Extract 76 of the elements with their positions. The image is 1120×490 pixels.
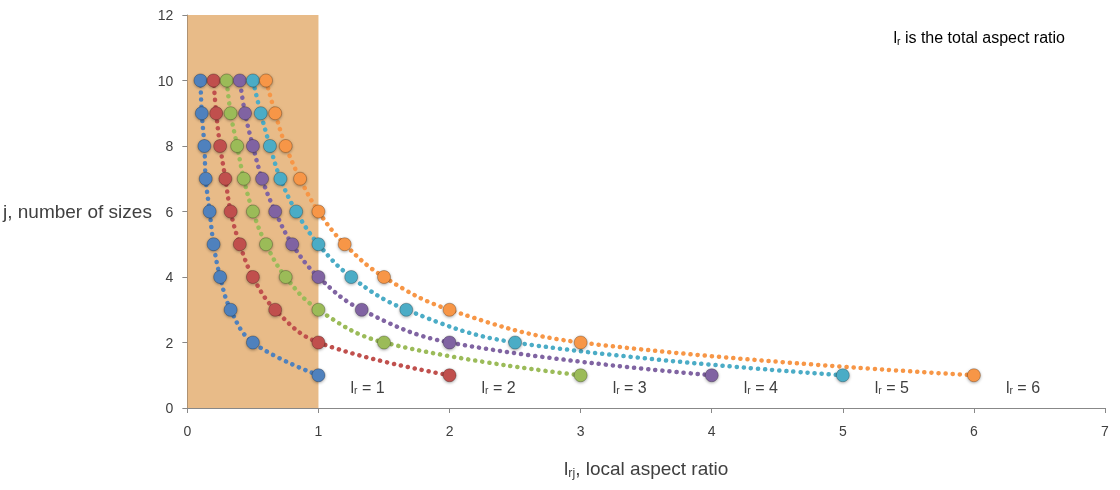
y-tick-label: 10 <box>157 72 174 89</box>
point <box>194 106 209 121</box>
x-tick-label: 2 <box>445 423 454 439</box>
point <box>236 171 251 186</box>
point <box>311 237 326 252</box>
point <box>377 270 391 284</box>
y-tick-label: 0 <box>165 400 174 416</box>
point <box>218 171 233 186</box>
x-tick-label: 0 <box>183 423 192 439</box>
point <box>209 106 224 121</box>
point <box>835 368 850 383</box>
point <box>213 139 228 153</box>
point <box>311 302 326 317</box>
point <box>245 335 260 350</box>
y-tick-label: 12 <box>157 7 174 23</box>
point <box>442 368 457 383</box>
point <box>273 171 288 186</box>
point <box>344 270 359 284</box>
point <box>399 302 414 317</box>
y-tick-label: 2 <box>165 334 174 351</box>
x-tick-label: 1 <box>314 423 323 439</box>
point <box>219 73 234 88</box>
point <box>262 139 277 153</box>
point <box>245 73 260 88</box>
point <box>377 335 391 350</box>
point <box>223 204 238 219</box>
point <box>311 368 326 383</box>
x-tick-label: 7 <box>1101 423 1110 439</box>
point <box>573 335 588 350</box>
y-tick-label: 4 <box>165 269 174 285</box>
point <box>268 106 283 121</box>
point <box>289 204 304 219</box>
point <box>198 171 213 186</box>
point <box>245 139 260 153</box>
point <box>285 237 300 252</box>
point <box>259 237 274 252</box>
x-tick-label: 3 <box>576 423 585 439</box>
point <box>508 335 523 350</box>
point <box>337 237 352 252</box>
point <box>197 139 212 153</box>
point <box>253 106 268 121</box>
point <box>193 73 208 88</box>
y-tick-label: 6 <box>165 203 174 220</box>
point <box>268 204 283 219</box>
point <box>238 106 253 121</box>
point <box>232 73 247 88</box>
point <box>202 204 217 219</box>
point <box>223 106 238 121</box>
point <box>223 302 238 317</box>
point <box>206 73 221 88</box>
point <box>255 171 270 186</box>
point <box>230 139 245 153</box>
point <box>245 270 260 284</box>
point <box>311 204 326 219</box>
point <box>232 237 247 252</box>
point <box>966 368 981 383</box>
point <box>354 302 369 317</box>
point <box>206 237 221 252</box>
y-axis-title: j, number of sizes <box>2 201 152 222</box>
point <box>213 270 228 284</box>
point <box>311 270 326 284</box>
point <box>573 368 588 383</box>
y-tick-label: 8 <box>165 138 174 154</box>
point <box>442 302 457 317</box>
point <box>293 171 308 186</box>
point <box>704 368 719 383</box>
x-tick-label: 4 <box>707 423 716 439</box>
point <box>442 335 457 350</box>
point <box>278 139 293 153</box>
point <box>268 302 283 317</box>
point <box>245 204 260 219</box>
point <box>311 335 326 350</box>
x-tick-label: 5 <box>838 423 847 439</box>
point <box>278 270 293 284</box>
point <box>259 73 274 88</box>
x-tick-label: 6 <box>970 423 979 439</box>
